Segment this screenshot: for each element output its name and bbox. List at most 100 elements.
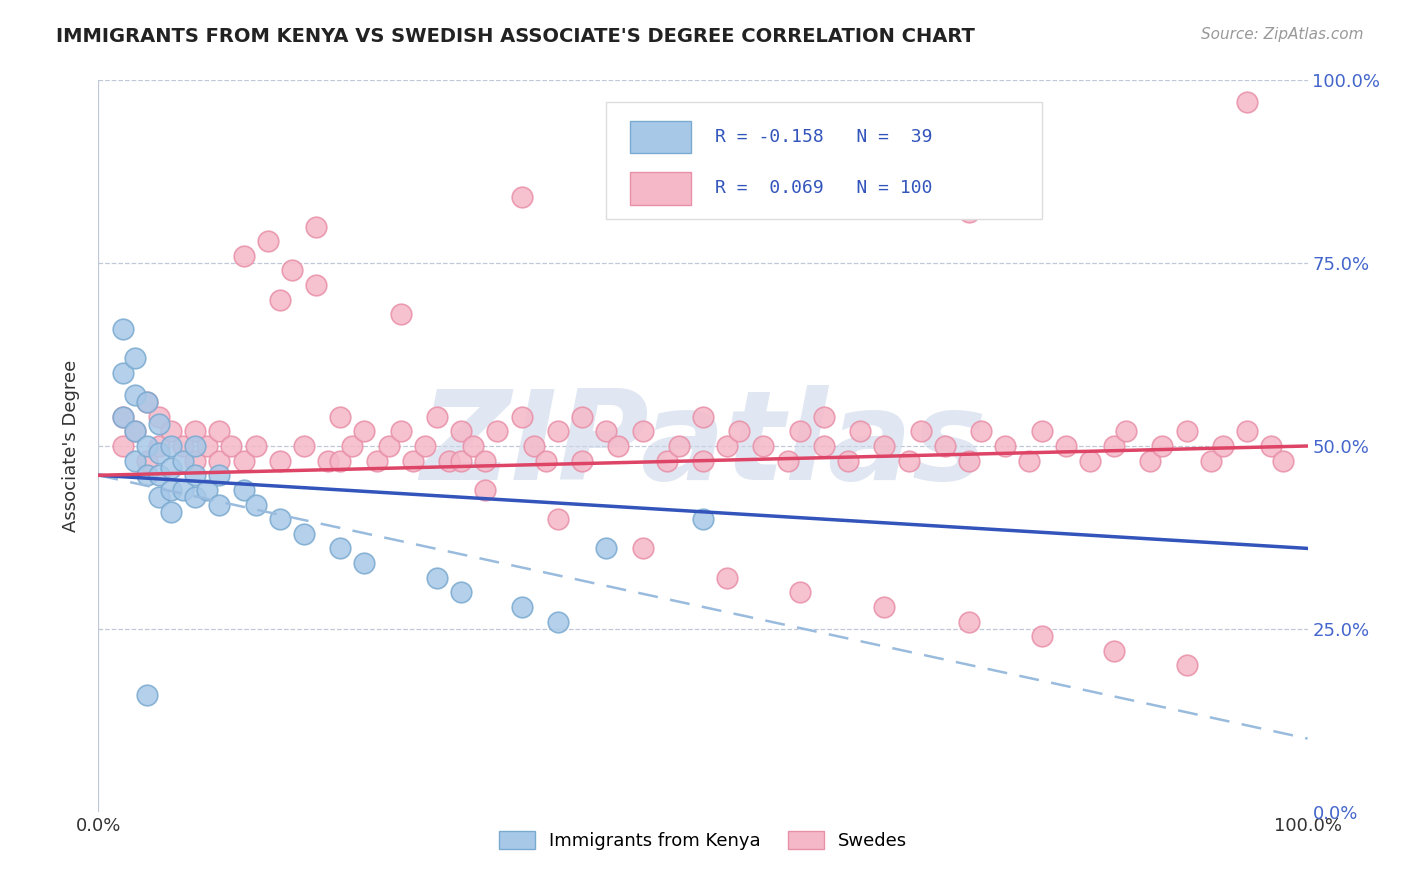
Point bbox=[172, 439, 194, 453]
Point bbox=[510, 409, 533, 424]
Point bbox=[208, 498, 231, 512]
Point bbox=[221, 439, 243, 453]
Point bbox=[1212, 439, 1234, 453]
Point bbox=[1236, 425, 1258, 439]
Point bbox=[256, 234, 278, 248]
Point bbox=[1115, 425, 1137, 439]
Point bbox=[994, 439, 1017, 453]
Point bbox=[135, 468, 157, 483]
Point bbox=[184, 453, 207, 467]
Point bbox=[510, 599, 533, 614]
Point bbox=[607, 439, 630, 453]
Point bbox=[124, 425, 146, 439]
Text: Source: ZipAtlas.com: Source: ZipAtlas.com bbox=[1201, 27, 1364, 42]
Point bbox=[957, 453, 980, 467]
Text: R = -0.158   N =  39: R = -0.158 N = 39 bbox=[716, 128, 932, 145]
Point bbox=[910, 425, 932, 439]
Point bbox=[1175, 658, 1198, 673]
Point bbox=[957, 615, 980, 629]
Point bbox=[510, 190, 533, 204]
Legend: Immigrants from Kenya, Swedes: Immigrants from Kenya, Swedes bbox=[491, 823, 915, 857]
FancyBboxPatch shape bbox=[630, 120, 690, 153]
Point bbox=[353, 425, 375, 439]
Point bbox=[547, 615, 569, 629]
Point bbox=[849, 425, 872, 439]
Text: R =  0.069   N = 100: R = 0.069 N = 100 bbox=[716, 178, 932, 197]
Point bbox=[534, 453, 557, 467]
Point bbox=[353, 556, 375, 570]
Point bbox=[208, 453, 231, 467]
Point bbox=[1031, 629, 1053, 643]
Point bbox=[1054, 439, 1077, 453]
Point bbox=[837, 453, 859, 467]
Point bbox=[789, 425, 811, 439]
Point bbox=[595, 425, 617, 439]
Point bbox=[329, 541, 352, 556]
Point bbox=[873, 599, 896, 614]
Point bbox=[523, 439, 546, 453]
Point bbox=[463, 439, 485, 453]
Point bbox=[292, 439, 315, 453]
Point bbox=[873, 439, 896, 453]
Point bbox=[1018, 453, 1040, 467]
Point bbox=[269, 453, 291, 467]
Point bbox=[1078, 453, 1101, 467]
Point bbox=[752, 439, 775, 453]
Point bbox=[426, 571, 449, 585]
Point bbox=[184, 439, 207, 453]
Point bbox=[232, 249, 254, 263]
Point bbox=[172, 453, 194, 467]
Point bbox=[631, 425, 654, 439]
Point bbox=[111, 409, 134, 424]
Point bbox=[135, 395, 157, 409]
Point bbox=[305, 219, 328, 234]
Point bbox=[450, 453, 472, 467]
Point bbox=[389, 307, 412, 321]
Point bbox=[437, 453, 460, 467]
Point bbox=[716, 439, 738, 453]
Point bbox=[111, 366, 134, 380]
Point bbox=[970, 425, 993, 439]
Point bbox=[292, 526, 315, 541]
Point bbox=[195, 483, 218, 497]
Point bbox=[124, 351, 146, 366]
Point bbox=[305, 278, 328, 293]
Point bbox=[172, 483, 194, 497]
Point bbox=[1139, 453, 1161, 467]
Point bbox=[1272, 453, 1295, 467]
Point bbox=[1236, 95, 1258, 110]
Point bbox=[631, 541, 654, 556]
Point bbox=[111, 322, 134, 336]
Point bbox=[1199, 453, 1222, 467]
Point bbox=[148, 468, 170, 483]
Point bbox=[1102, 439, 1125, 453]
Point bbox=[547, 512, 569, 526]
FancyBboxPatch shape bbox=[630, 171, 690, 204]
Point bbox=[111, 439, 134, 453]
Point bbox=[486, 425, 509, 439]
Point bbox=[389, 425, 412, 439]
Point bbox=[111, 409, 134, 424]
Point bbox=[329, 409, 352, 424]
Point bbox=[160, 505, 183, 519]
Point bbox=[160, 425, 183, 439]
Point bbox=[1152, 439, 1174, 453]
Point bbox=[160, 439, 183, 453]
Point bbox=[1260, 439, 1282, 453]
Point bbox=[957, 205, 980, 219]
Point bbox=[342, 439, 364, 453]
Point bbox=[1175, 425, 1198, 439]
Point bbox=[426, 409, 449, 424]
Point bbox=[148, 446, 170, 460]
Point bbox=[655, 453, 678, 467]
Point bbox=[208, 468, 231, 483]
Point bbox=[474, 483, 496, 497]
Point bbox=[316, 453, 339, 467]
Point bbox=[1102, 644, 1125, 658]
Y-axis label: Associate's Degree: Associate's Degree bbox=[62, 359, 80, 533]
Point bbox=[208, 425, 231, 439]
Point bbox=[897, 453, 920, 467]
Point bbox=[269, 293, 291, 307]
Point bbox=[269, 512, 291, 526]
Point bbox=[160, 461, 183, 475]
